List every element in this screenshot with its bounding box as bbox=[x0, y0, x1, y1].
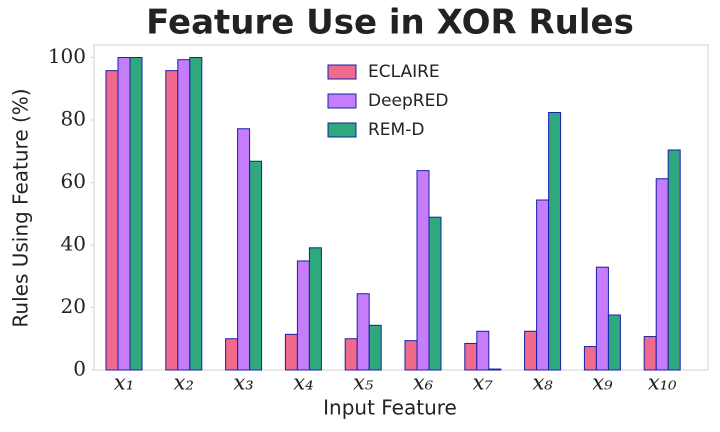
bar bbox=[655, 178, 669, 371]
bar bbox=[249, 160, 263, 371]
bar bbox=[189, 57, 203, 371]
bar bbox=[643, 336, 657, 371]
bar bbox=[177, 59, 191, 371]
bar bbox=[583, 346, 597, 371]
bar bbox=[476, 330, 490, 371]
x-tick-label: x₅ bbox=[353, 371, 374, 395]
bar bbox=[548, 112, 562, 371]
y-axis-label: Rules Using Feature (%) bbox=[9, 88, 33, 327]
y-tick-label: 60 bbox=[61, 169, 86, 193]
bar bbox=[284, 333, 298, 371]
legend-swatch bbox=[327, 64, 357, 80]
y-tick-label: 80 bbox=[61, 107, 86, 131]
bar bbox=[129, 57, 143, 371]
y-tick-label: 100 bbox=[48, 44, 86, 68]
bar bbox=[165, 70, 179, 371]
x-tick-label: x₄ bbox=[293, 371, 313, 395]
chart-title: Feature Use in XOR Rules bbox=[146, 3, 634, 43]
x-tick-label: x₆ bbox=[413, 371, 434, 395]
plot-frame bbox=[93, 44, 709, 371]
y-tick-label: 0 bbox=[73, 357, 86, 381]
bar bbox=[428, 216, 442, 371]
bar bbox=[225, 338, 239, 371]
x-tick-label: x₂ bbox=[174, 371, 194, 395]
legend-swatch bbox=[327, 93, 357, 109]
bar bbox=[404, 340, 418, 371]
x-tick-label: x₁ bbox=[114, 371, 134, 395]
bar bbox=[308, 247, 322, 371]
x-tick-label: x₈ bbox=[532, 371, 553, 395]
bar bbox=[105, 70, 119, 371]
bar bbox=[356, 293, 370, 371]
legend-swatch bbox=[327, 122, 357, 138]
legend-label: ECLAIRE bbox=[368, 62, 440, 82]
bar bbox=[607, 314, 621, 371]
x-tick-label: x₇ bbox=[473, 371, 494, 395]
x-tick-label: x₉ bbox=[592, 371, 613, 395]
bar bbox=[524, 330, 538, 371]
bar bbox=[488, 368, 502, 371]
x-tick-label: x₃ bbox=[233, 371, 253, 395]
y-tick-label: 40 bbox=[61, 232, 86, 256]
bar bbox=[416, 170, 430, 371]
x-tick-label: x₁₀ bbox=[648, 371, 677, 395]
bar bbox=[368, 324, 382, 371]
bar bbox=[464, 342, 478, 371]
legend-label: DeepRED bbox=[368, 91, 448, 111]
bar bbox=[344, 338, 358, 371]
bar bbox=[667, 149, 681, 371]
bar bbox=[536, 199, 550, 371]
bar bbox=[595, 266, 609, 371]
y-tick-label: 20 bbox=[61, 294, 86, 318]
bar bbox=[237, 128, 251, 371]
legend-label: REM-D bbox=[368, 120, 424, 140]
bar bbox=[296, 260, 310, 371]
x-axis-label: Input Feature bbox=[323, 396, 457, 420]
bar bbox=[117, 57, 131, 371]
